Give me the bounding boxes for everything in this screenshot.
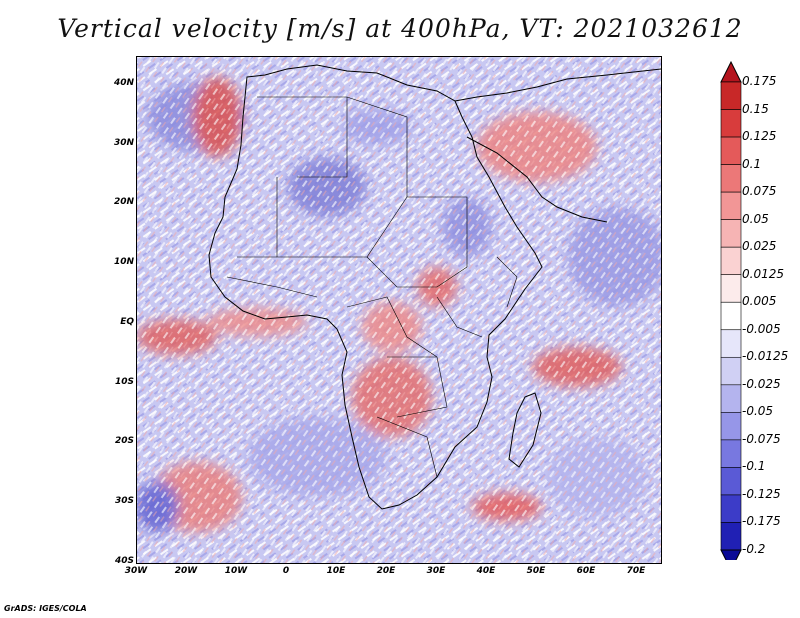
colorbar-segment xyxy=(720,467,742,496)
lat-label-eq: EQ xyxy=(120,317,134,327)
colorbar-bottom-arrow xyxy=(720,549,742,560)
colorbar-tick-label: -0.175 xyxy=(742,514,781,529)
coastlines xyxy=(208,64,661,510)
lon-label-60e: 60E xyxy=(576,566,596,576)
lat-label-20n: 20N xyxy=(113,197,134,207)
colorbar-segment xyxy=(720,274,742,303)
lon-label-20w: 20W xyxy=(174,566,198,576)
lat-label-30s: 30S xyxy=(114,496,134,506)
lon-label-40e: 40E xyxy=(476,566,496,576)
colorbar-segment xyxy=(720,109,742,138)
colorbar-tick-label: -0.0125 xyxy=(742,349,789,364)
colorbar-top-arrow xyxy=(720,60,742,83)
colorbar-segment xyxy=(720,384,742,413)
lon-label-0: 0 xyxy=(282,566,290,576)
colorbar-segment xyxy=(720,356,742,386)
footer-credit: GrADS: IGES/COLA xyxy=(4,604,87,613)
lon-label-70e: 70E xyxy=(626,566,646,576)
lat-label-30n: 30N xyxy=(113,138,134,148)
colorbar-segment xyxy=(720,136,742,165)
colorbar-tick-label: -0.125 xyxy=(742,486,781,501)
map-canvas xyxy=(137,57,661,563)
colorbar-tick-label: 0.075 xyxy=(742,184,777,199)
lon-label-10e: 10E xyxy=(326,566,346,576)
colorbar-tick-label: -0.075 xyxy=(742,431,781,446)
colorbar-tick-label: 0.125 xyxy=(742,129,777,144)
lon-label-50e: 50E xyxy=(526,566,546,576)
colorbar-tick-label: 0.15 xyxy=(742,101,769,116)
colorbar-segment xyxy=(720,81,742,110)
colorbar-tick-label: -0.025 xyxy=(742,376,781,391)
lon-label-10w: 10W xyxy=(224,566,248,576)
colorbar-tick-label: -0.1 xyxy=(742,459,766,474)
lon-label-30w: 30W xyxy=(124,566,148,576)
vertical-velocity-map xyxy=(136,56,662,564)
colorbar-segment xyxy=(720,494,742,523)
colorbar-tick-label: 0.1 xyxy=(742,156,762,171)
lon-label-20e: 20E xyxy=(376,566,396,576)
colorbar-segment xyxy=(720,191,742,220)
colorbar-tick-label: 0.005 xyxy=(742,294,777,309)
lat-label-10s: 10S xyxy=(114,377,134,387)
colorbar-tick-label: -0.05 xyxy=(742,404,774,419)
lat-label-40n: 40N xyxy=(113,78,134,88)
lat-label-40s: 40S xyxy=(114,556,134,566)
lon-label-30e: 30E xyxy=(426,566,446,576)
lat-label-20s: 20S xyxy=(114,436,134,446)
colorbar-segment xyxy=(720,246,742,276)
chart-title: Vertical velocity [m/s] at 400hPa, VT: 2… xyxy=(57,14,743,43)
colorbar-tick-label: 0.175 xyxy=(742,74,777,88)
political-borders xyxy=(226,96,518,478)
colorbar-tick-label: 0.025 xyxy=(742,239,777,254)
lat-label-10n: 10N xyxy=(113,257,134,267)
colorbar-segment xyxy=(720,164,742,193)
colorbar-segment xyxy=(720,439,742,468)
colorbar-segment xyxy=(720,412,742,441)
colorbar-segment xyxy=(720,329,742,358)
colorbar-segment xyxy=(720,522,742,551)
colorbar-tick-label: -0.005 xyxy=(742,321,781,336)
colorbar xyxy=(720,60,742,560)
colorbar-segment xyxy=(720,219,742,248)
colorbar-tick-label: 0.05 xyxy=(742,211,769,226)
colorbar-tick-label: 0.0125 xyxy=(742,266,784,281)
colorbar-tick-label: -0.2 xyxy=(742,542,766,556)
colorbar-segment xyxy=(720,301,742,331)
